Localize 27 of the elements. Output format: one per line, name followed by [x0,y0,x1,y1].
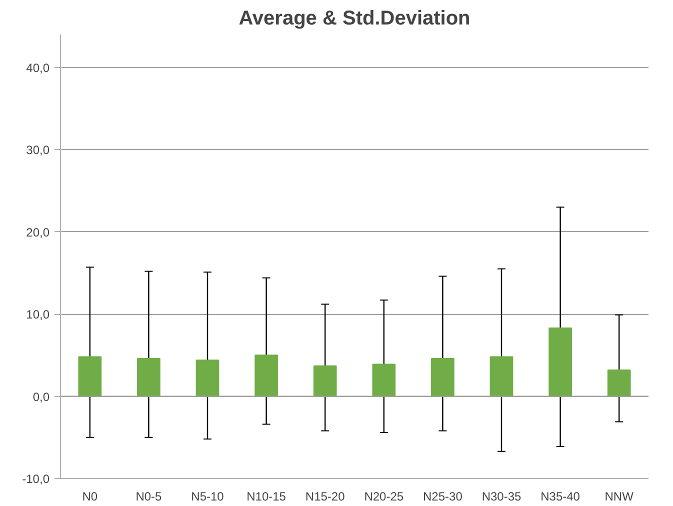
bar [431,358,454,397]
bar [254,354,278,397]
bar [607,369,631,397]
y-tick-label: 20,0 [26,225,50,240]
bar [137,358,160,397]
x-tick-label: N25-30 [423,490,463,504]
x-tick-label: NNW [604,490,634,504]
y-tick-label: -10,0 [22,472,50,486]
bar [490,356,514,397]
y-tick-label: 30,0 [26,143,50,158]
x-tick-label: N35-40 [540,490,580,504]
x-tick-label: N10-15 [246,490,286,504]
bar [548,328,572,397]
bar [78,356,102,397]
x-tick-label: N0-5 [136,490,162,504]
x-tick-label: N0 [82,490,98,504]
bar [196,360,220,397]
y-tick-label: 10,0 [26,308,50,322]
y-tick-label: 40,0 [26,60,50,75]
x-tick-label: N15-20 [305,490,346,504]
x-tick-label: N30-35 [482,490,522,504]
bar [313,365,337,397]
chart-title: Average & Std.Deviation [238,8,470,30]
bar [372,364,396,397]
y-tick-label: 0,0 [32,390,50,404]
x-tick-label: N20-25 [364,490,404,504]
x-tick-label: N5-10 [191,490,224,504]
